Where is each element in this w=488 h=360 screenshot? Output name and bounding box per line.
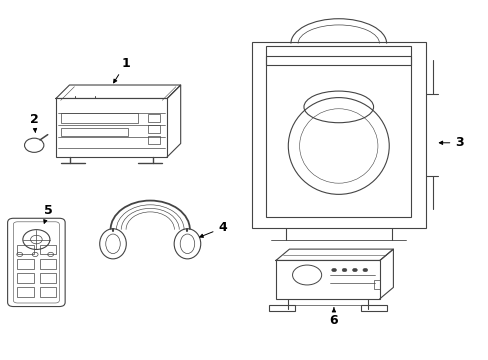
Bar [265,46,410,65]
Circle shape [352,268,357,272]
Bar [17,244,34,255]
Bar [360,305,386,311]
Bar [40,244,56,255]
Bar [61,127,128,136]
Bar [40,259,56,269]
Bar [17,259,34,269]
Bar [265,56,410,217]
Bar [251,42,425,228]
Circle shape [342,268,346,272]
Bar [40,273,56,283]
Text: 5: 5 [43,204,53,223]
Bar [147,114,160,122]
Bar [61,113,138,123]
Bar [17,287,34,297]
Bar [17,273,34,283]
Text: 6: 6 [329,308,338,327]
Bar [56,99,167,157]
Bar [373,280,379,289]
Bar [147,136,160,144]
Text: 2: 2 [30,113,39,132]
Circle shape [331,268,336,272]
Bar [275,260,379,299]
Circle shape [362,268,367,272]
Text: 1: 1 [113,57,130,83]
Bar [40,287,56,297]
Text: 3: 3 [438,136,463,149]
Text: 4: 4 [199,221,226,237]
Bar [268,305,295,311]
Bar [147,125,160,133]
